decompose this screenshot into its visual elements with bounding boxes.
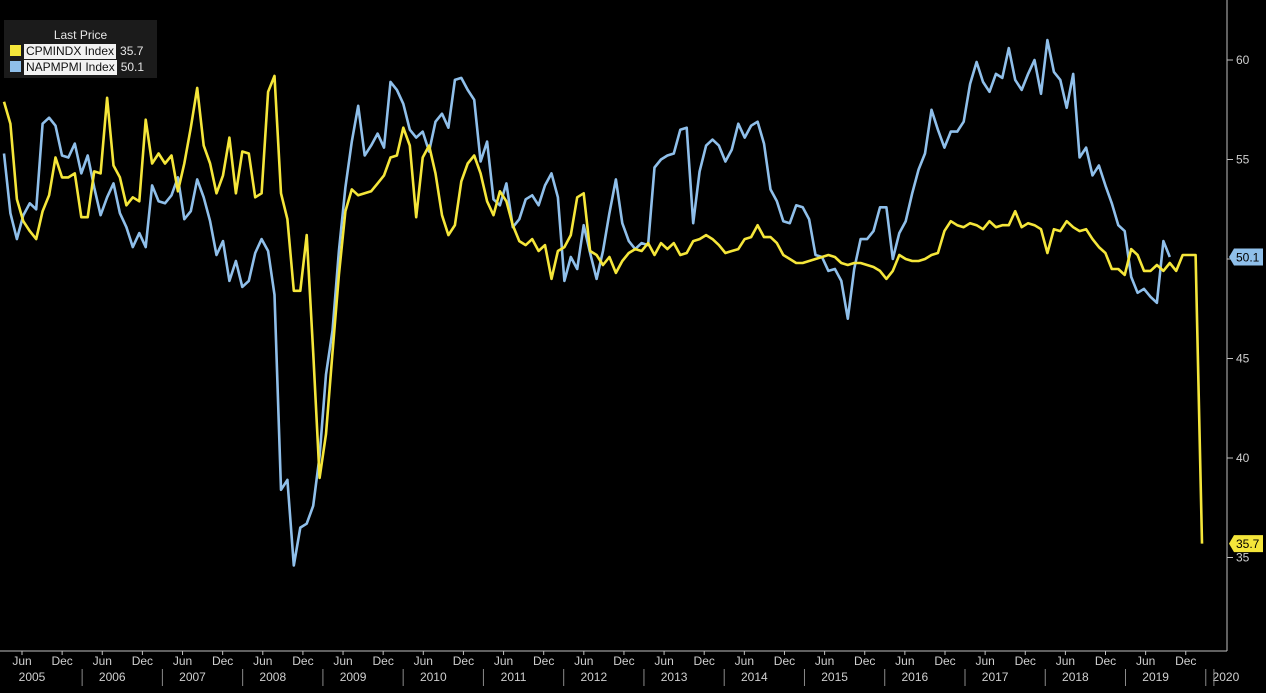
x-tick-label: Jun [654,654,673,668]
series-line-0 [2,74,1204,544]
legend-entry-cpmindx: CPMINDX Index 35.7 [10,44,143,59]
x-tick-label: Dec [132,654,153,668]
last-value-labels: 35.7 50.1 [1229,248,1263,553]
x-year-label: 2009 [340,670,367,684]
x-tick-label: Dec [613,654,634,668]
x-axis: Jun 2005 Dec Jun 2006 Dec Jun 2007 Dec Jun 2008 Dec… [0,650,1240,686]
x-year-label: 2005 [19,670,46,684]
last-value-label-1: 50.1 [1236,251,1260,265]
x-tick-label: Jun [895,654,914,668]
x-tick-label: Dec [453,654,474,668]
x-year-label: 2010 [420,670,447,684]
x-tick-label: Jun [333,654,352,668]
x-tick-label: Jun [1136,654,1155,668]
x-tick-label: Dec [934,654,955,668]
x-year-label: 2007 [179,670,206,684]
x-year-label: 2014 [741,670,768,684]
x-tick-label: Dec [533,654,554,668]
x-tick-label: Jun [494,654,513,668]
x-tick-label: Dec [854,654,875,668]
x-tick-label: Dec [1015,654,1036,668]
x-tick-label: Dec [51,654,72,668]
x-year-label: 2020 [1213,670,1240,684]
x-tick-label: Dec [694,654,715,668]
legend-title: Last Price [53,28,108,42]
x-tick-label: Dec [1175,654,1196,668]
legend-entry-napmpmi: NAPMPMI Index 50.1 [10,60,144,75]
x-tick-label: Jun [975,654,994,668]
legend-entry-value: 50.1 [120,60,145,74]
series-layer [2,38,1204,567]
x-tick-label: Jun [253,654,272,668]
y-tick-label: 60 [1236,53,1250,67]
x-year-label: 2018 [1062,670,1089,684]
y-tick-label: 45 [1236,352,1250,366]
x-year-label: 2006 [99,670,126,684]
x-year-label: 2008 [259,670,286,684]
y-tick-label: 55 [1236,153,1250,167]
last-value-label-0: 35.7 [1236,537,1260,551]
last-value-tag-0 [1229,535,1263,553]
last-value-tag-1 [1229,248,1263,266]
x-tick-label: Dec [212,654,233,668]
legend: Last Price CPMINDX Index 35.7 NAPMPMI Ind… [4,20,157,78]
x-tick-label: Jun [815,654,834,668]
y-tick-label: 35 [1236,551,1250,565]
x-year-label: 2016 [902,670,929,684]
legend-entry-name: CPMINDX Index [24,44,117,59]
series-line-1 [2,38,1172,567]
x-year-label: 2019 [1142,670,1169,684]
x-year-label: 2015 [821,670,848,684]
x-tick-label: Jun [735,654,754,668]
x-year-label: 2011 [501,670,527,684]
legend-entry-value: 35.7 [120,44,144,58]
x-year-label: 2013 [661,670,688,684]
x-tick-label: Dec [774,654,795,668]
x-tick-label: Dec [1095,654,1116,668]
x-tick-label: Dec [372,654,393,668]
x-year-label: 2012 [580,670,607,684]
x-tick-label: Dec [292,654,313,668]
x-tick-label: Jun [414,654,433,668]
legend-entry-name: NAPMPMI Index [24,60,117,75]
legend-swatch-icon [10,61,21,72]
x-tick-label: Jun [1056,654,1075,668]
x-tick-label: Jun [93,654,112,668]
x-tick-label: Jun [173,654,192,668]
x-tick-label: Jun [574,654,593,668]
x-year-label: 2017 [982,670,1009,684]
y-tick-label: 40 [1236,451,1250,465]
y-axis: 354045505560 [1226,0,1250,651]
x-tick-label: Jun [12,654,31,668]
legend-swatch-icon [10,45,21,56]
